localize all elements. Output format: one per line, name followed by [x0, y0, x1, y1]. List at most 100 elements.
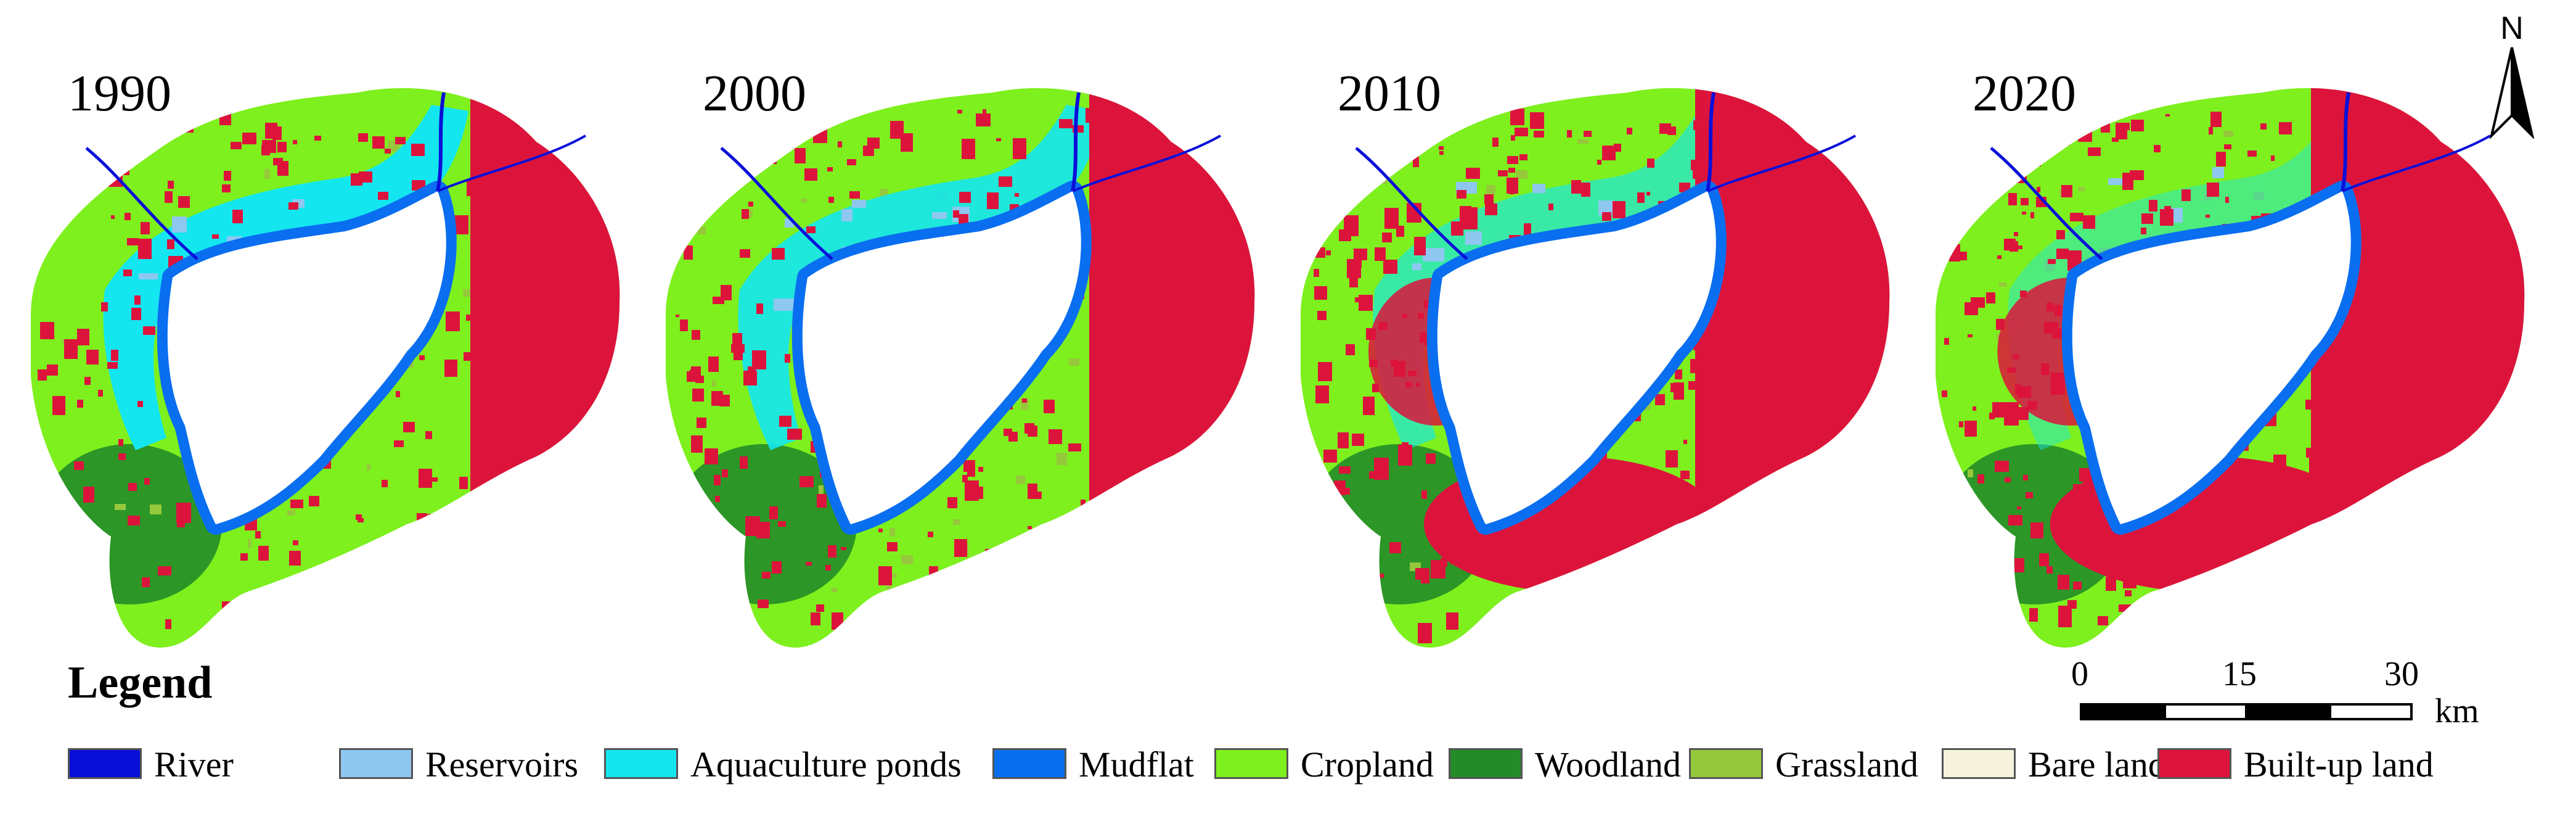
settlement-patch: [1791, 600, 1799, 605]
settlement-patch: [403, 422, 415, 432]
river: [437, 134, 586, 192]
grassland-patch: [2078, 187, 2085, 191]
settlement-patch: [806, 226, 816, 233]
settlement-patch: [787, 429, 802, 440]
river: [85, 147, 198, 260]
settlement-patch: [484, 403, 497, 414]
settlement-patch: [1317, 311, 1327, 320]
settlement-patch: [2508, 167, 2513, 173]
settlement-patch: [1968, 334, 1973, 337]
settlement-patch: [2510, 305, 2516, 311]
settlement-patch: [1994, 558, 2002, 566]
settlement-patch: [165, 191, 173, 203]
settlement-patch: [705, 448, 718, 464]
settlement-patch: [1323, 450, 1337, 463]
settlement-patch: [2353, 503, 2368, 516]
settlement-patch: [219, 108, 231, 125]
settlement-patch: [101, 302, 108, 311]
legend-row: River Reservoirs Aquaculture ponds Mudfl…: [68, 743, 2472, 786]
settlement-patch: [1393, 149, 1401, 161]
settlement-patch: [84, 610, 99, 620]
grassland-patch: [248, 539, 251, 548]
settlement-patch: [588, 423, 595, 428]
settlement-patch: [2030, 522, 2043, 538]
settlement-patch: [2413, 359, 2417, 362]
settlement-patch: [1696, 342, 1707, 356]
settlement-patch: [1338, 432, 1349, 448]
settlement-patch: [1642, 580, 1653, 590]
settlement-patch: [1343, 540, 1353, 554]
bay-water: [2072, 191, 2351, 524]
settlement-patch: [1674, 382, 1684, 400]
settlement-patch: [125, 213, 131, 220]
settlement-patch: [2383, 348, 2388, 353]
settlement-patch: [1241, 537, 1253, 548]
settlement-patch: [137, 401, 143, 407]
settlement-patch: [1647, 159, 1654, 168]
settlement-patch: [59, 180, 69, 193]
settlement-patch: [847, 159, 856, 165]
settlement-patch: [2014, 232, 2018, 236]
settlement-patch: [985, 549, 998, 567]
settlement-patch: [1416, 382, 1420, 387]
settlement-patch: [1318, 362, 1332, 381]
settlement-patch: [287, 580, 291, 582]
settlement-patch: [455, 215, 468, 234]
settlement-patch: [2369, 167, 2378, 175]
settlement-patch: [2021, 198, 2029, 205]
settlement-patch: [830, 112, 836, 120]
settlement-patch: [772, 248, 785, 260]
settlement-patch: [2442, 374, 2451, 382]
settlement-patch: [817, 494, 827, 508]
settlement-patch: [1055, 592, 1065, 599]
settlement-patch: [1372, 384, 1379, 392]
settlement-patch: [1675, 369, 1682, 379]
settlement-patch: [1359, 295, 1373, 311]
settlement-patch: [743, 371, 757, 385]
settlement-patch: [1215, 263, 1229, 276]
built-up-zone: [1089, 88, 1255, 549]
settlement-patch: [2030, 212, 2034, 218]
settlement-patch: [1590, 484, 1596, 492]
settlement-patch: [2358, 407, 2369, 416]
settlement-patch: [2319, 165, 2332, 178]
settlement-patch: [144, 478, 150, 485]
legend-label: Bare land: [2028, 744, 2166, 785]
settlement-patch: [1203, 295, 1214, 314]
settlement-patch: [863, 146, 874, 156]
settlement-patch: [473, 524, 481, 534]
settlement-patch: [2098, 616, 2108, 625]
settlement-patch: [756, 522, 770, 538]
grassland-patch: [1486, 185, 1495, 195]
settlement-patch: [1369, 471, 1378, 479]
grassland-patch: [2368, 575, 2379, 581]
settlement-patch: [1346, 344, 1355, 355]
settlement-patch: [111, 350, 118, 361]
settlement-patch: [2073, 484, 2082, 492]
settlement-patch: [421, 599, 434, 619]
settlement-patch: [1090, 464, 1103, 484]
settlement-patch: [1752, 406, 1765, 414]
settlement-patch: [806, 562, 812, 566]
scale-tick-30: 30: [2384, 655, 2419, 693]
settlement-patch: [1851, 477, 1859, 486]
settlement-patch: [2249, 599, 2254, 602]
settlement-patch: [1530, 571, 1539, 582]
settlement-patch: [382, 480, 388, 487]
settlement-patch: [1760, 614, 1765, 620]
settlement-patch: [1314, 269, 1319, 277]
settlement-patch: [2018, 386, 2031, 398]
grassland-patch: [1069, 358, 1079, 366]
settlement-patch: [1818, 488, 1824, 496]
settlement-patch: [745, 136, 758, 144]
settlement-patch: [1698, 483, 1712, 492]
settlement-patch: [735, 562, 744, 571]
settlement-patch: [2157, 532, 2172, 552]
settlement-patch: [1116, 223, 1127, 241]
settlement-patch: [1241, 484, 1252, 497]
settlement-patch: [1211, 499, 1224, 514]
river: [1072, 134, 1221, 192]
settlement-patch: [480, 187, 493, 197]
settlement-patch: [1315, 385, 1329, 403]
settlement-patch: [177, 521, 185, 527]
